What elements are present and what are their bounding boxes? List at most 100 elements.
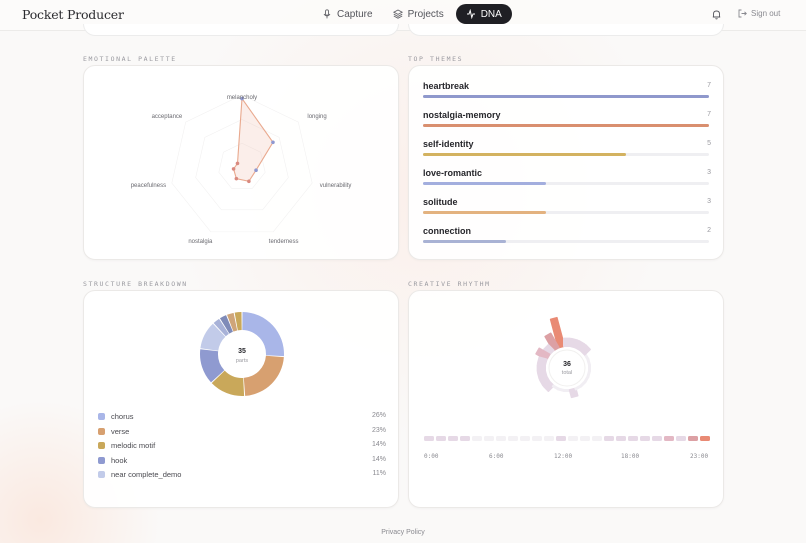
layers-icon	[392, 9, 403, 19]
rhythm-radial-bar	[536, 364, 546, 372]
theme-count: 3	[707, 169, 711, 176]
donut-segment	[227, 312, 238, 332]
theme-bar-track	[423, 95, 709, 98]
legend-swatch	[98, 442, 105, 449]
radar-axis-label: tenderness	[269, 239, 299, 245]
bell-icon[interactable]	[711, 9, 722, 20]
theme-name: nostalgia-memory	[423, 110, 501, 120]
legend-swatch	[98, 427, 105, 435]
donut-segment	[213, 318, 229, 337]
mic-icon	[323, 9, 331, 19]
rhythm-hour-cell	[652, 436, 662, 441]
rhythm-radial-bar	[544, 332, 560, 352]
sparkle-icon	[466, 9, 475, 19]
legend-percent: 11%	[372, 470, 387, 477]
emotional-palette-heading: EMOTIONAL PALETTE	[83, 55, 177, 63]
radar-point	[231, 167, 236, 171]
theme-bar-track	[423, 153, 709, 156]
donut-segment	[200, 323, 226, 351]
theme-count: 7	[707, 111, 711, 118]
structure-donut-chart: 35 parts	[200, 312, 284, 396]
nav-projects[interactable]: Projects	[385, 4, 452, 24]
donut-segment	[243, 355, 284, 396]
rhythm-hour-cell	[508, 436, 518, 441]
radar-point	[247, 179, 251, 184]
rhythm-hour-cell	[628, 436, 638, 441]
radar-grid-ring	[218, 142, 266, 189]
legend-item: melodic motif 14%	[98, 441, 386, 451]
theme-bar-fill	[423, 153, 627, 156]
nav-capture[interactable]: Capture	[314, 4, 381, 24]
theme-bar-fill	[423, 124, 709, 127]
hour-label: 12:00	[554, 453, 573, 460]
rhythm-hour-cell	[580, 436, 590, 441]
rhythm-hour-cell	[592, 436, 602, 441]
rhythm-hour-cell	[520, 436, 530, 441]
privacy-policy-link[interactable]: Privacy Policy	[381, 529, 425, 536]
structure-breakdown-heading: STRUCTURE BREAKDOWN	[83, 280, 188, 288]
radar-axis-label: vulnerability	[320, 183, 352, 189]
rhythm-hour-cell	[604, 436, 614, 441]
theme-bar-fill	[423, 182, 546, 185]
structure-total: 35	[238, 348, 246, 355]
theme-bar-fill	[423, 211, 546, 214]
legend-label: near complete_demo	[111, 470, 182, 479]
legend-percent: 14%	[371, 455, 386, 463]
rhythm-hour-cell	[568, 436, 578, 441]
radar-grid-ring	[171, 94, 313, 233]
rhythm-hour-cell	[688, 436, 698, 441]
sign-out-button[interactable]: Sign out	[738, 9, 780, 18]
creative-rhythm-chart: 36 total	[424, 316, 710, 441]
theme-name: heartbreak	[423, 81, 470, 91]
rhythm-total: 36	[563, 361, 571, 368]
radar-axis-label: peacefulness	[131, 183, 166, 189]
sign-out-label: Sign out	[751, 9, 781, 18]
legend-label: hook	[111, 455, 128, 465]
hour-label: 18:00	[621, 453, 640, 460]
rhythm-hour-cell	[484, 436, 494, 441]
legend-percent: 14%	[371, 441, 386, 448]
legend-swatch	[98, 471, 105, 478]
rhythm-hour-cell	[472, 436, 482, 441]
brand-logo[interactable]: Pocket Producer	[22, 7, 124, 22]
theme-bar-fill	[423, 240, 506, 243]
nav-dna[interactable]: DNA	[455, 4, 512, 24]
log-out-icon	[738, 9, 747, 18]
radar-point	[234, 176, 239, 181]
donut-segment	[211, 370, 245, 396]
main-nav: Capture Projects DNA	[314, 4, 512, 24]
creative-rhythm-card: 36 total 0:00 6:00 12:00 18:00 23:00	[408, 290, 724, 508]
emotional-palette-card: melancholy longing vulnerability tenderness…	[83, 65, 399, 260]
top-themes-card: heartbreak 7 nostalgia-memory 7 self-ide…	[408, 65, 724, 260]
theme-count: 5	[707, 140, 711, 147]
legend-label: verse	[111, 426, 130, 436]
theme-name: connection	[423, 226, 472, 236]
donut-segment	[234, 312, 242, 331]
rhythm-hour-cell	[640, 436, 650, 441]
legend-item: chorus 26%	[98, 412, 386, 422]
theme-count: 2	[707, 227, 711, 234]
legend-percent: 26%	[371, 412, 386, 419]
radar-grid-ring	[195, 119, 289, 211]
donut-segment	[242, 312, 284, 357]
radar-axis-label: melancholy	[227, 95, 257, 101]
structure-breakdown-card: 35 parts chorus 26% verse 23% melodic mo…	[83, 290, 399, 508]
rhythm-radial-bar	[535, 347, 551, 361]
hour-label: 0:00	[424, 453, 439, 460]
rhythm-hour-cell	[616, 436, 626, 441]
nav-projects-label: Projects	[407, 8, 444, 20]
rhythm-center	[548, 349, 586, 387]
rhythm-hour-cell	[664, 436, 674, 441]
theme-bar-track	[423, 182, 709, 185]
legend-label: melodic motif	[111, 441, 156, 450]
theme-bar-fill	[423, 95, 709, 98]
rhythm-hour-cell	[556, 436, 566, 441]
radar-point	[254, 168, 258, 173]
legend-item: verse 23%	[98, 427, 386, 437]
rhythm-radial-bar	[536, 356, 548, 367]
rhythm-hour-cell	[460, 436, 470, 441]
card-above-right	[408, 24, 724, 36]
theme-bar-track	[423, 211, 709, 214]
rhythm-radial-bar	[549, 316, 566, 349]
radar-point	[235, 161, 240, 166]
